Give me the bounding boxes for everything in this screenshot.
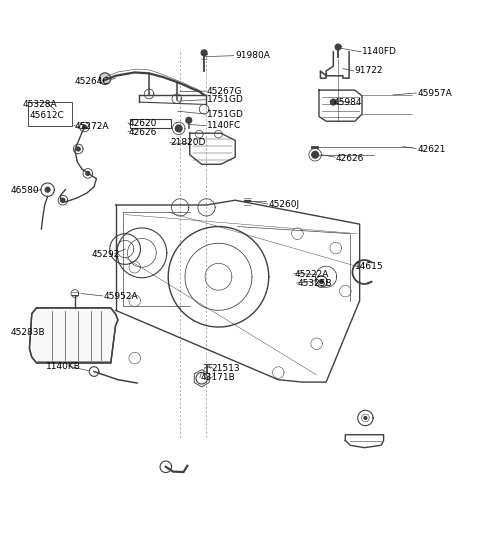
Text: 42621: 42621 (417, 145, 445, 154)
Text: 45267G: 45267G (206, 86, 242, 96)
Text: 21513: 21513 (211, 364, 240, 373)
Text: 21820D: 21820D (170, 138, 206, 147)
Text: 1751GD: 1751GD (206, 109, 243, 119)
Text: 45264C: 45264C (75, 77, 109, 86)
Polygon shape (312, 151, 319, 158)
Text: 45984: 45984 (333, 97, 362, 107)
Polygon shape (83, 125, 86, 129)
Polygon shape (76, 147, 80, 151)
Polygon shape (45, 187, 50, 192)
Polygon shape (175, 125, 182, 132)
Polygon shape (201, 50, 207, 55)
Polygon shape (58, 195, 68, 205)
Text: 45283B: 45283B (10, 328, 45, 337)
Polygon shape (330, 99, 336, 105)
Polygon shape (160, 461, 171, 473)
Text: 45272A: 45272A (75, 121, 109, 131)
Polygon shape (80, 122, 89, 132)
Text: 1140FC: 1140FC (206, 121, 241, 130)
Polygon shape (320, 280, 323, 283)
Text: 1140FD: 1140FD (362, 47, 397, 57)
Polygon shape (29, 308, 118, 363)
Text: 42620: 42620 (129, 119, 157, 128)
Text: 45325B: 45325B (298, 280, 332, 288)
Polygon shape (335, 44, 341, 50)
Polygon shape (73, 144, 83, 154)
Polygon shape (86, 171, 90, 175)
Text: 45222A: 45222A (295, 270, 329, 279)
Text: 46580: 46580 (10, 186, 39, 195)
Text: 45328A: 45328A (22, 100, 57, 109)
Text: 42626: 42626 (336, 153, 364, 163)
Polygon shape (186, 118, 192, 123)
Text: 14615: 14615 (355, 262, 384, 271)
Polygon shape (89, 367, 99, 376)
Text: 91722: 91722 (355, 66, 384, 76)
Text: 43171B: 43171B (201, 373, 236, 382)
Text: 45957A: 45957A (417, 89, 452, 98)
Text: 45612C: 45612C (29, 111, 64, 120)
Polygon shape (61, 199, 65, 202)
Polygon shape (364, 417, 367, 419)
Text: 42626: 42626 (129, 128, 157, 137)
Polygon shape (99, 73, 111, 84)
Text: 1751GD: 1751GD (206, 95, 243, 104)
Text: 1140KB: 1140KB (46, 362, 81, 371)
Polygon shape (83, 169, 93, 178)
Text: 45292: 45292 (92, 250, 120, 259)
Text: 45952A: 45952A (104, 292, 138, 301)
Text: 91980A: 91980A (235, 51, 270, 60)
Text: 45260J: 45260J (269, 200, 300, 208)
